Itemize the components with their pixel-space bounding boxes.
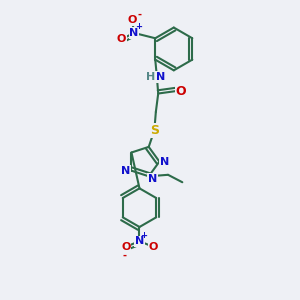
Text: N: N: [148, 174, 157, 184]
Text: O: O: [117, 34, 126, 44]
Text: N: N: [156, 72, 165, 82]
Text: -: -: [123, 251, 127, 261]
Text: O: O: [128, 15, 137, 26]
Text: O: O: [148, 242, 158, 252]
Text: N: N: [122, 166, 131, 176]
Text: -: -: [137, 10, 142, 20]
Text: O: O: [122, 242, 131, 252]
Text: +: +: [135, 22, 142, 32]
Text: N: N: [129, 28, 139, 38]
Text: H: H: [146, 72, 155, 82]
Text: N: N: [160, 157, 170, 166]
Text: +: +: [140, 231, 148, 240]
Text: O: O: [176, 85, 186, 98]
Text: N: N: [135, 236, 144, 246]
Text: S: S: [150, 124, 159, 137]
